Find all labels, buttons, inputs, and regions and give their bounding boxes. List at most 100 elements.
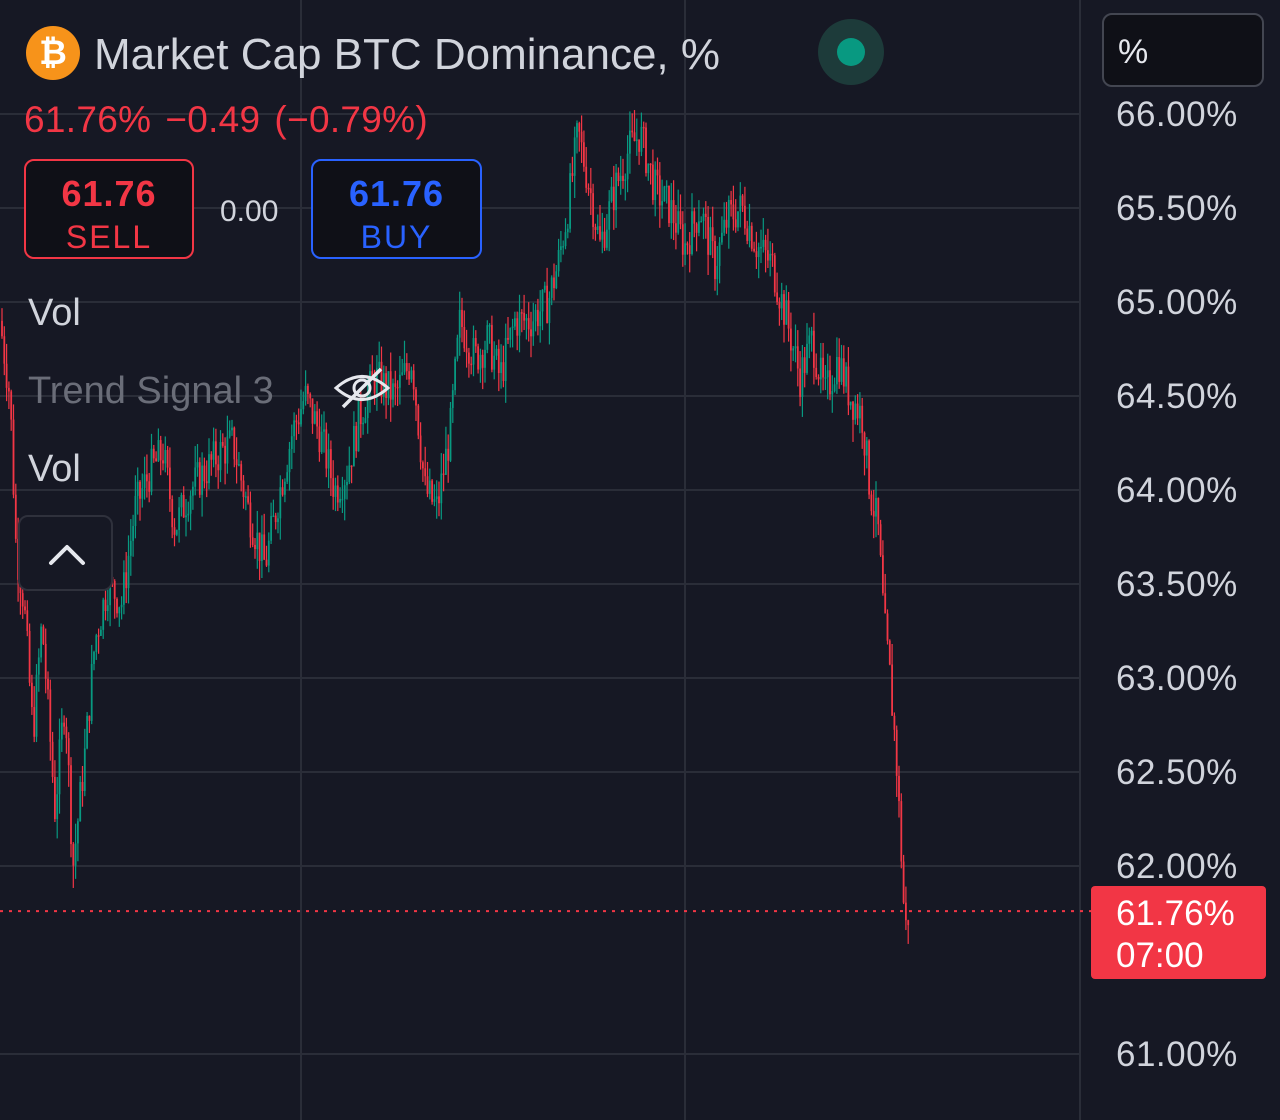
candle-body <box>426 476 429 494</box>
candle-body <box>70 765 72 845</box>
candle-body <box>136 481 139 496</box>
sell-button[interactable]: 61.76 SELL <box>24 159 194 259</box>
candle-body <box>1 320 3 337</box>
candle-body <box>776 292 778 303</box>
candle-body <box>81 781 84 791</box>
candle-body <box>403 363 406 373</box>
candle-body <box>33 707 36 737</box>
candle-body <box>748 225 751 241</box>
candle-body <box>141 488 144 499</box>
candle-body <box>297 422 300 425</box>
candle-body <box>42 626 45 644</box>
market-status-icon[interactable] <box>818 19 884 85</box>
candle-body <box>56 794 59 820</box>
candle-body <box>755 251 758 258</box>
candle-body <box>88 715 91 721</box>
candle-body <box>587 187 590 190</box>
candle-body <box>553 277 555 289</box>
candle-body <box>256 532 259 550</box>
candle-body <box>882 555 884 594</box>
candle-body <box>263 534 266 560</box>
candle-body <box>709 227 712 255</box>
candle-body <box>37 657 40 675</box>
candle-body <box>31 682 33 708</box>
unit-selector[interactable]: % <box>1102 13 1264 87</box>
candle-body <box>215 441 217 465</box>
candle-body <box>546 285 548 323</box>
candle-body <box>189 495 192 514</box>
candle-body <box>576 123 578 138</box>
candle-body <box>518 312 521 336</box>
candle-body <box>313 411 316 424</box>
candle-body <box>343 485 346 499</box>
indicator-vol-1[interactable]: Vol <box>28 292 81 334</box>
hidden-eye-icon[interactable] <box>333 363 391 413</box>
candle-body <box>767 250 769 261</box>
candle-body <box>150 448 153 492</box>
candle-body <box>44 643 47 679</box>
candle-body <box>647 163 650 174</box>
candle-body <box>461 309 463 327</box>
candle-body <box>649 163 652 166</box>
candle-body <box>104 599 107 612</box>
candle-body <box>801 357 804 397</box>
candle-body <box>875 498 877 517</box>
candle-body <box>806 343 808 373</box>
candle-body <box>474 338 477 347</box>
candle-body <box>58 739 61 795</box>
candle-body <box>307 385 309 394</box>
candle-body <box>442 473 445 476</box>
candle-body <box>449 407 452 461</box>
candle-body <box>129 540 132 556</box>
axis-tick-label: 64.50% <box>1116 377 1238 416</box>
candle-body <box>778 302 781 309</box>
candle-body <box>281 487 284 495</box>
candle-body <box>274 515 277 523</box>
candle-body <box>231 427 233 431</box>
axis-tick-label: 62.50% <box>1116 753 1238 792</box>
candle-body <box>592 193 594 228</box>
candle-body <box>543 285 546 290</box>
candle-body <box>238 464 240 466</box>
candle-body <box>123 572 125 605</box>
indicator-vol-2[interactable]: Vol <box>28 448 81 490</box>
candle-body <box>272 515 275 518</box>
axis-tick-label: 62.00% <box>1116 847 1238 886</box>
candle-body <box>525 318 528 321</box>
candle-body <box>8 387 10 392</box>
buy-button[interactable]: 61.76 BUY <box>311 159 482 259</box>
candle-body <box>90 663 93 721</box>
symbol-title[interactable]: Market Cap BTC Dominance, % <box>94 30 720 79</box>
candle-body <box>14 494 17 539</box>
candle-body <box>26 610 29 631</box>
candle-body <box>169 467 171 500</box>
candle-body <box>440 473 443 504</box>
candle-body <box>612 186 615 211</box>
candle-body <box>514 318 516 327</box>
candle-body <box>530 329 532 337</box>
candle-body <box>364 418 367 423</box>
candle-body <box>359 400 362 425</box>
candle-body <box>249 502 252 538</box>
candle-body <box>741 195 744 206</box>
candle-body <box>302 401 305 410</box>
candle-body <box>856 403 859 419</box>
candle-body <box>318 426 321 453</box>
candle-body <box>861 405 864 433</box>
candle-body <box>162 460 164 464</box>
candle-body <box>663 186 666 202</box>
sell-label: SELL <box>65 219 153 255</box>
indicator-trend-signal[interactable]: Trend Signal 3 <box>28 370 274 412</box>
candle-body <box>166 449 169 468</box>
candle-body <box>491 325 493 370</box>
candle-body <box>704 213 707 218</box>
candle-body <box>707 217 709 255</box>
candle-body <box>603 231 606 248</box>
candle-body <box>615 172 617 211</box>
collapse-legend-button[interactable] <box>18 515 113 591</box>
candle-body <box>371 371 374 378</box>
candle-body <box>790 328 792 351</box>
candle-body <box>196 462 199 468</box>
status-dot <box>837 38 865 66</box>
